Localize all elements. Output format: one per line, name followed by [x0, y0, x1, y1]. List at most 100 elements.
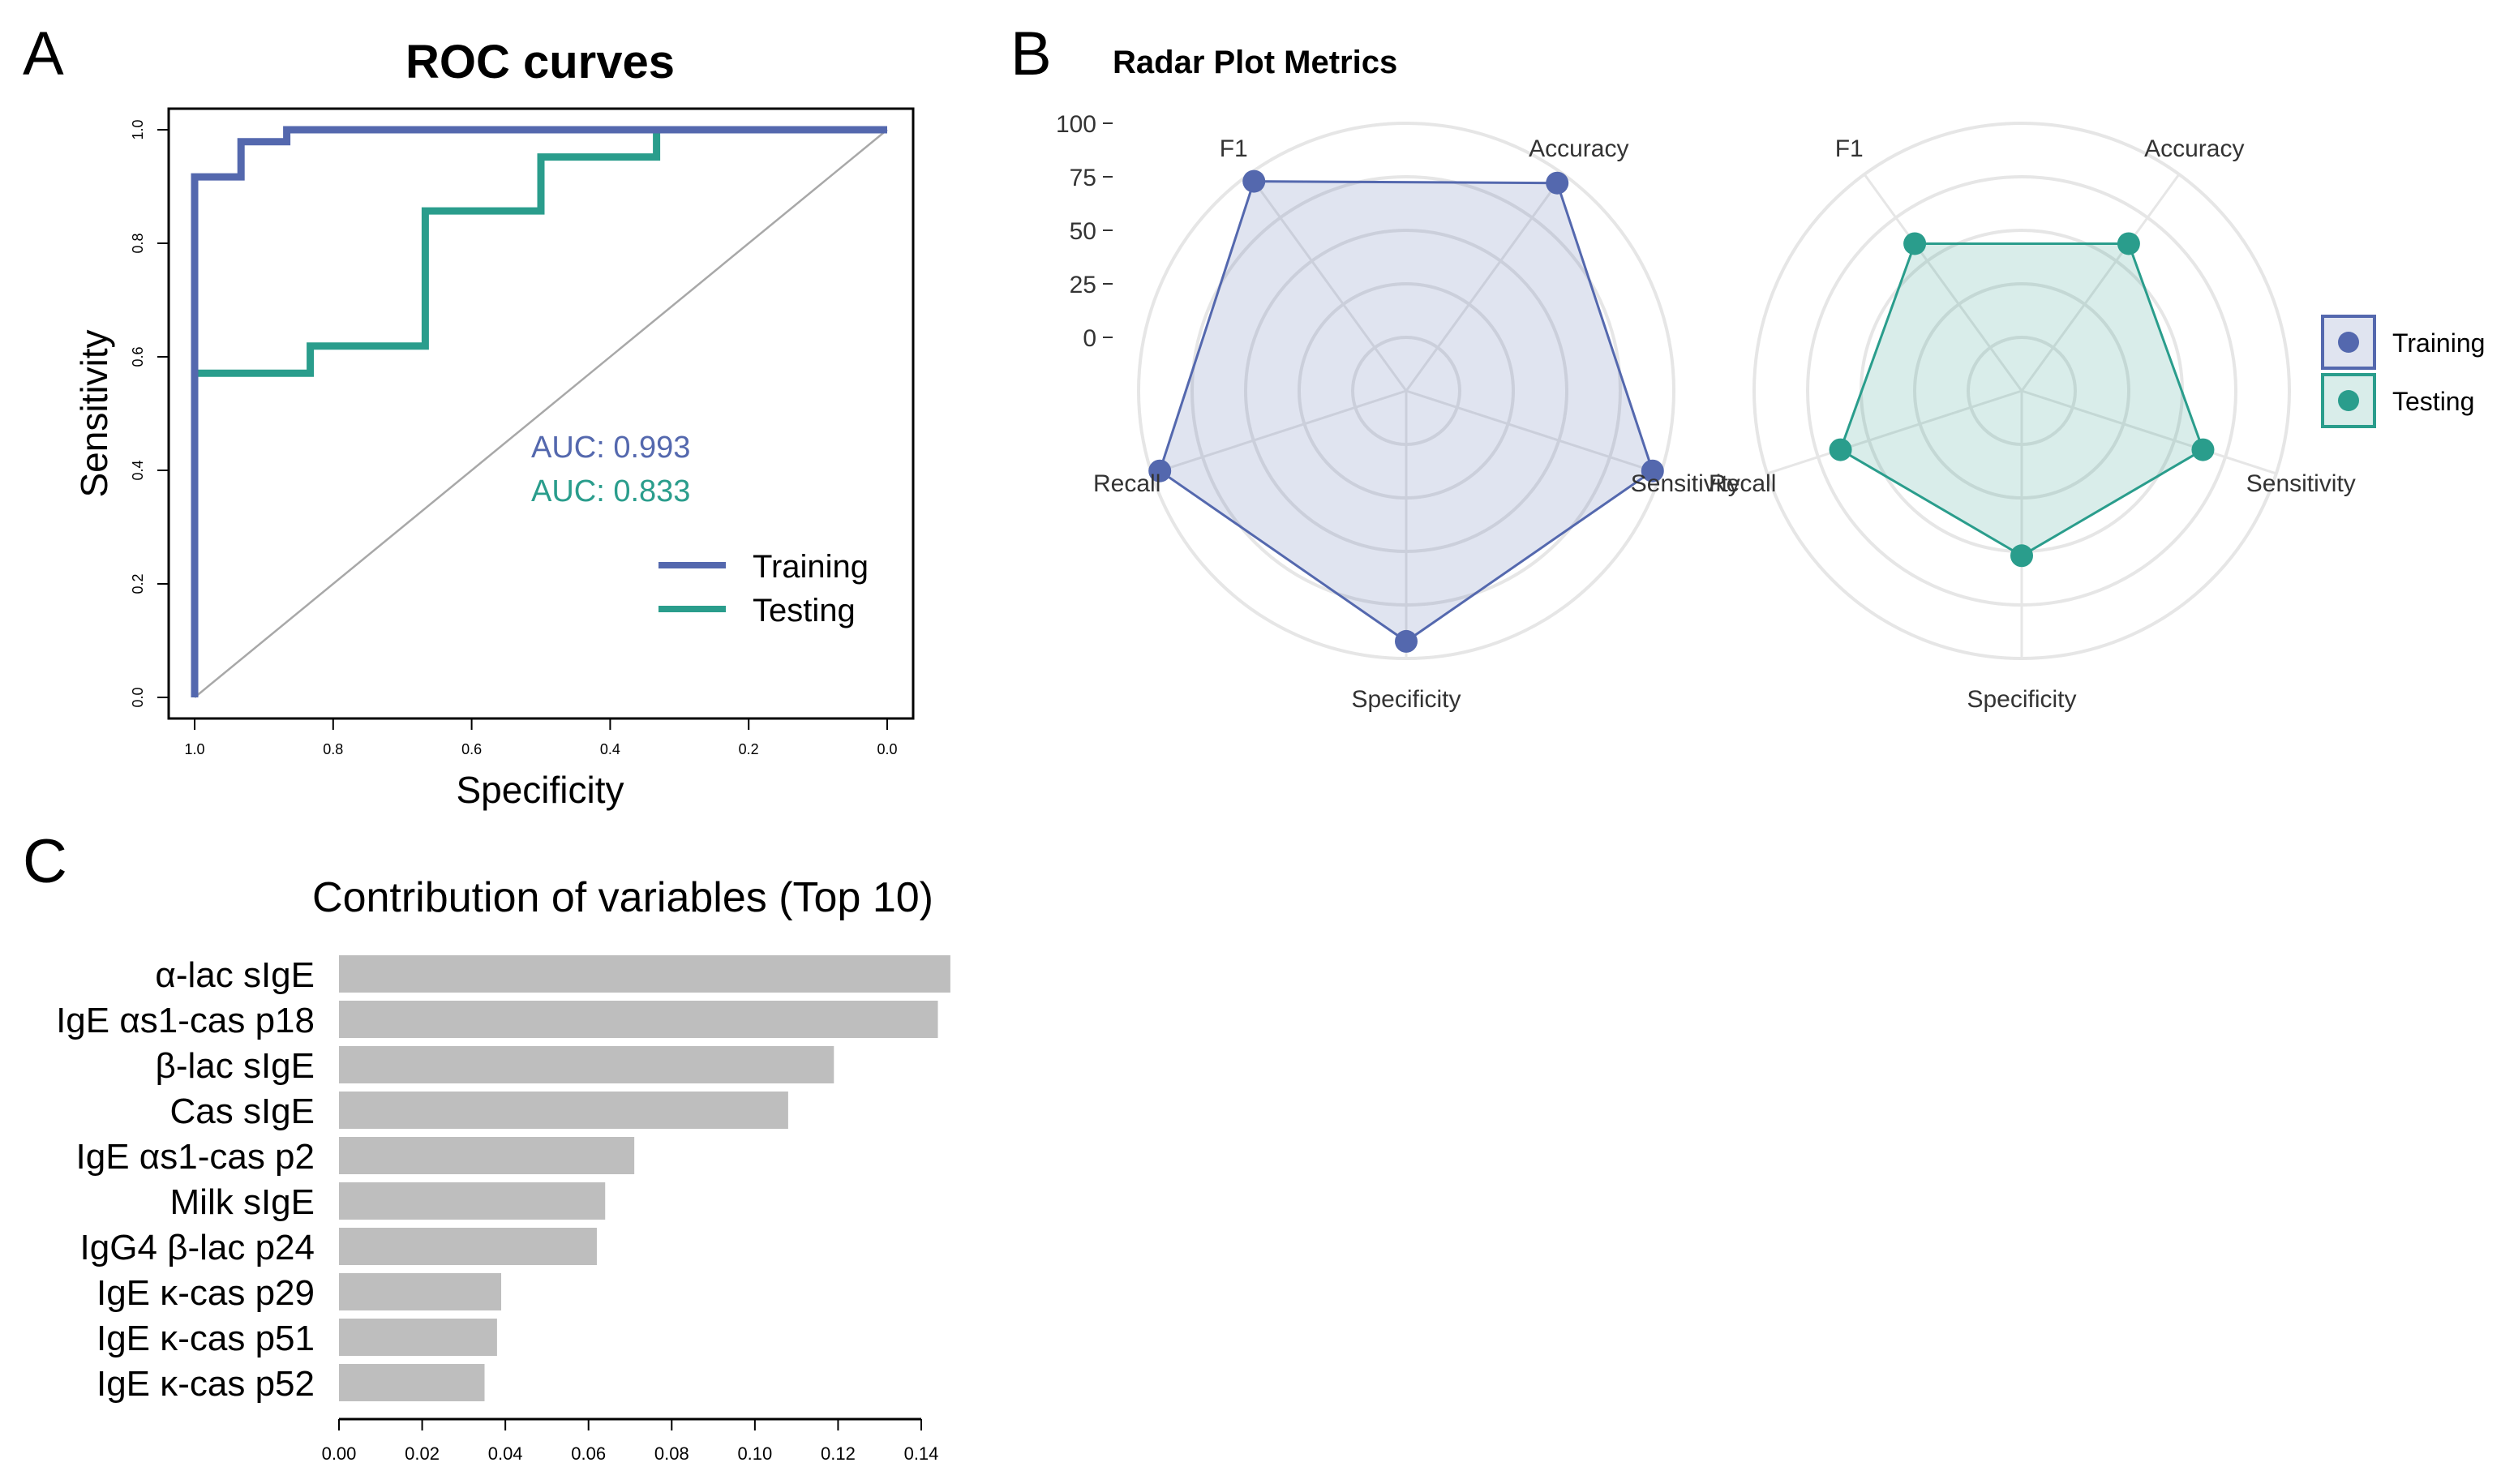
radar-legend-training-label: Training	[2392, 328, 2485, 358]
radar-axis-label: Accuracy	[2144, 135, 2244, 162]
importance-bar-chart: Contribution of variables (Top 10) α-lac…	[56, 874, 950, 1464]
bar-x-tick-label: 0.14	[904, 1443, 939, 1464]
radar-spoke	[2020, 174, 2181, 392]
panel-label-b: B	[1010, 19, 1052, 88]
roc-training-curve	[191, 126, 887, 697]
importance-bar-label: IgG4 β-lac p24	[80, 1228, 315, 1267]
radar-testing-point	[2010, 544, 2033, 568]
roc-chart: ROC curves 0.0 0.2 0.4 0.6 0.8 1.0 1.0 0.8 0.6 0…	[73, 36, 915, 811]
radar-spoke	[1863, 174, 2023, 392]
radar-spoke	[1405, 174, 1565, 392]
radar-legend-testing-dot	[2338, 390, 2359, 411]
importance-bar	[339, 1092, 788, 1129]
importance-bar	[339, 1364, 485, 1401]
radar-testing-polygon	[1838, 242, 2205, 558]
importance-bar	[339, 1228, 597, 1265]
radar-axis-label: Specificity	[1967, 686, 2076, 713]
auc-training-label: AUC: 0.993	[531, 431, 690, 465]
radar-spoke	[1766, 389, 2023, 475]
roc-y-tick-label: 0.0	[130, 687, 146, 707]
radar-spoke	[2021, 389, 2277, 475]
roc-x-tick-label: 0.0	[877, 741, 897, 757]
radar-training-point	[1395, 629, 1418, 653]
bar-x-tick-label: 0.12	[821, 1443, 856, 1464]
roc-title: ROC curves	[405, 36, 675, 88]
roc-x-tick-label: 0.4	[600, 741, 620, 757]
roc-x-tick-label: 0.6	[461, 741, 482, 757]
bar-x-tick-label: 0.00	[322, 1443, 357, 1464]
radar-r-tick-label: 0	[1083, 325, 1096, 352]
importance-bar	[339, 1319, 497, 1356]
importance-bar	[339, 1001, 938, 1038]
bar-x-tick-label: 0.10	[737, 1443, 772, 1464]
bar-chart-title: Contribution of variables (Top 10)	[312, 874, 933, 921]
roc-x-tick-label: 0.8	[323, 741, 343, 757]
roc-diagonal-reference	[194, 129, 888, 698]
radar-training-point	[1641, 459, 1664, 483]
radar-axis-label: Accuracy	[1529, 135, 1628, 162]
radar-r-tick-label: 50	[1070, 218, 1096, 245]
importance-bar	[339, 955, 950, 993]
importance-bar-label: Milk sIgE	[170, 1182, 315, 1222]
bar-x-tick-label: 0.04	[488, 1443, 523, 1464]
importance-bar	[339, 1137, 635, 1174]
radar-spoke	[1151, 389, 1407, 475]
roc-y-tick-label: 1.0	[130, 119, 146, 139]
panel-label-c: C	[23, 827, 67, 896]
panel-label-a: A	[23, 19, 64, 88]
radar-testing-point	[1903, 232, 1927, 255]
radar-axis-label: F1	[1220, 135, 1248, 162]
importance-bar-label: IgE αs1-cas p18	[56, 1001, 315, 1040]
radar-axis-label: F1	[1835, 135, 1864, 162]
radar-axis-label: Specificity	[1351, 686, 1461, 713]
roc-y-tick-label: 0.8	[130, 233, 146, 253]
radar-legend-testing-label: Testing	[2392, 387, 2474, 416]
radar-axis-label: Recall	[1093, 470, 1160, 497]
radar-chart: Radar Plot Metrics 100 75 50 25 0 Accuracy Se…	[1056, 45, 2485, 713]
radar-testing-point	[2117, 232, 2140, 255]
radar-testing-point	[1829, 438, 1852, 461]
radar-training-point	[1242, 169, 1266, 193]
legend-testing-label: Testing	[753, 593, 856, 628]
bar-x-tick-label: 0.06	[571, 1443, 606, 1464]
importance-bar-label: α-lac sIgE	[155, 955, 315, 995]
importance-bar-label: IgE κ-cas p51	[97, 1319, 315, 1358]
roc-x-tick-label: 1.0	[184, 741, 204, 757]
legend-training-label: Training	[753, 549, 869, 585]
radar-spoke	[1247, 174, 1408, 392]
radar-training-polygon	[1158, 180, 1654, 643]
radar-spoke	[1405, 389, 1662, 475]
bar-x-tick-label: 0.08	[654, 1443, 689, 1464]
radar-r-tick-label: 75	[1070, 165, 1096, 191]
importance-bar	[339, 1046, 834, 1083]
radar-title: Radar Plot Metrics	[1113, 45, 1397, 80]
importance-bar-label: IgE κ-cas p29	[97, 1273, 315, 1313]
auc-testing-label: AUC: 0.833	[531, 474, 690, 508]
importance-bar-label: IgE κ-cas p52	[97, 1364, 315, 1404]
radar-training-point	[1148, 459, 1172, 483]
radar-r-tick-label: 25	[1070, 272, 1096, 298]
roc-testing-curve	[191, 126, 887, 697]
importance-bar-label: IgE αs1-cas p2	[76, 1137, 315, 1177]
radar-legend-testing-swatch	[2321, 373, 2376, 428]
radar-axis-label: Recall	[1709, 470, 1776, 497]
bar-x-tick-label: 0.02	[405, 1443, 440, 1464]
importance-bar	[339, 1182, 606, 1220]
radar-r-tick-label: 100	[1056, 111, 1096, 138]
roc-y-tick-label: 0.2	[130, 573, 146, 594]
roc-plot-frame	[167, 107, 915, 720]
importance-bar-label: Cas sIgE	[169, 1092, 315, 1131]
radar-legend-training-dot	[2338, 332, 2359, 353]
radar-training-point	[1546, 171, 1569, 195]
radar-axis-label: Sensitivity	[1631, 470, 1740, 497]
roc-y-tick-label: 0.6	[130, 346, 146, 367]
roc-y-axis-label: Sensitivity	[73, 329, 115, 497]
importance-bar	[339, 1273, 502, 1310]
roc-x-tick-label: 0.2	[739, 741, 759, 757]
radar-testing-point	[2191, 438, 2215, 461]
roc-x-axis-label: Specificity	[456, 769, 624, 811]
roc-y-tick-label: 0.4	[130, 460, 146, 480]
importance-bar-label: β-lac sIgE	[156, 1046, 315, 1086]
radar-axis-label: Sensitivity	[2246, 470, 2356, 497]
